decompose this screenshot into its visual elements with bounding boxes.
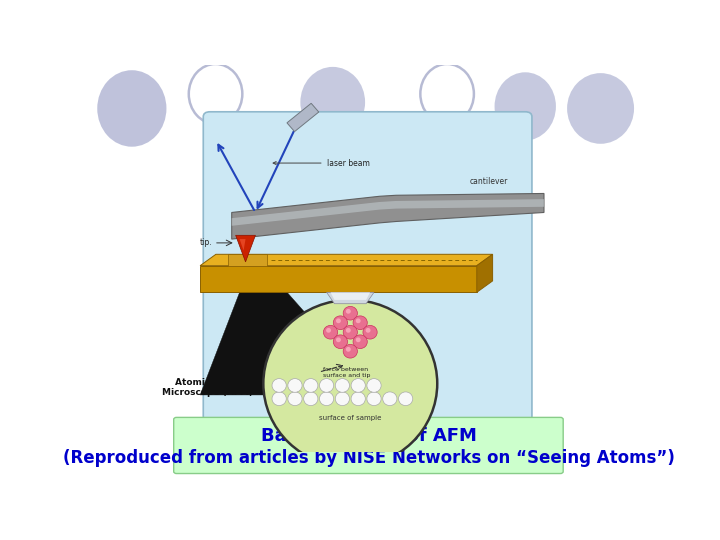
Text: laser beam: laser beam [273, 159, 369, 167]
Text: tip.: tip. [200, 238, 212, 247]
Text: Atomic Force
Microscope (AFM): Atomic Force Microscope (AFM) [163, 377, 253, 397]
Circle shape [304, 379, 318, 392]
Circle shape [356, 338, 361, 342]
Circle shape [288, 392, 302, 406]
Text: force between
surface and tip: force between surface and tip [323, 367, 370, 377]
Text: (Reproduced from articles by NISE Networks on “Seeing Atoms”): (Reproduced from articles by NISE Networ… [63, 449, 675, 468]
Circle shape [346, 347, 351, 352]
Polygon shape [240, 239, 246, 251]
Circle shape [366, 328, 371, 333]
Circle shape [272, 379, 287, 392]
Circle shape [320, 392, 333, 406]
Circle shape [363, 326, 377, 339]
Ellipse shape [567, 73, 634, 144]
Circle shape [264, 300, 437, 467]
Circle shape [346, 309, 351, 314]
Circle shape [353, 316, 367, 329]
Circle shape [336, 319, 341, 323]
Circle shape [351, 392, 365, 406]
Text: surface of sample: surface of sample [319, 415, 382, 421]
Polygon shape [330, 292, 370, 300]
Circle shape [346, 328, 351, 333]
FancyBboxPatch shape [203, 112, 532, 421]
Circle shape [353, 335, 367, 349]
Ellipse shape [495, 72, 556, 140]
Ellipse shape [97, 70, 166, 147]
Circle shape [336, 392, 349, 406]
Circle shape [367, 392, 381, 406]
Circle shape [343, 306, 357, 320]
Circle shape [343, 326, 357, 339]
Bar [287, 103, 319, 132]
Ellipse shape [300, 67, 365, 138]
Polygon shape [200, 254, 492, 266]
Circle shape [304, 392, 318, 406]
Circle shape [398, 392, 413, 406]
Text: Basic concept of AFM: Basic concept of AFM [261, 427, 477, 445]
Circle shape [343, 345, 357, 358]
Circle shape [336, 379, 349, 392]
Circle shape [356, 319, 361, 323]
Circle shape [383, 392, 397, 406]
Circle shape [333, 316, 348, 329]
Polygon shape [232, 199, 544, 226]
Circle shape [367, 379, 381, 392]
Polygon shape [232, 193, 544, 239]
Text: cantilever: cantilever [469, 177, 508, 186]
Circle shape [333, 335, 348, 349]
Circle shape [323, 326, 338, 339]
Polygon shape [200, 292, 378, 395]
Polygon shape [235, 235, 256, 262]
Circle shape [320, 379, 333, 392]
Polygon shape [477, 254, 492, 292]
Circle shape [326, 328, 331, 333]
Polygon shape [200, 266, 477, 292]
Circle shape [272, 392, 287, 406]
FancyBboxPatch shape [174, 417, 563, 474]
Polygon shape [228, 254, 267, 266]
Circle shape [336, 338, 341, 342]
Circle shape [288, 379, 302, 392]
Polygon shape [327, 292, 374, 303]
Circle shape [351, 379, 365, 392]
